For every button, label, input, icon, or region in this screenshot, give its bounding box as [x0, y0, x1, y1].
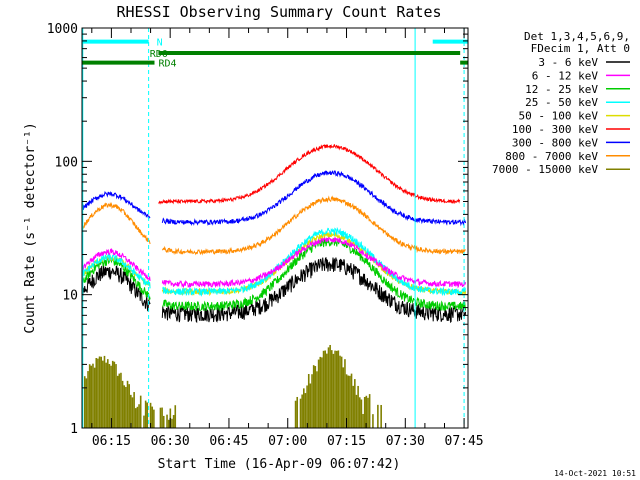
- x-axis-label: Start Time (16-Apr-09 06:07:42): [158, 457, 401, 472]
- legend-entry-label: 3 - 6 keV: [538, 56, 598, 69]
- series-line: [81, 252, 151, 289]
- legend-entry-label: 50 - 100 keV: [519, 110, 599, 123]
- flag-label: RD4: [158, 59, 176, 70]
- legend-entry-label: 25 - 50 keV: [525, 96, 598, 109]
- x-tick-label: 07:45: [445, 434, 484, 449]
- y-tick-label: 10: [62, 289, 78, 304]
- x-tick-label: 07:30: [386, 434, 425, 449]
- y-tick-label: 100: [55, 155, 78, 170]
- legend-header-detectors: Det 1,3,4,5,6,9,: [524, 30, 630, 43]
- x-tick-label: 06:45: [209, 434, 248, 449]
- flag-label: RD0: [150, 49, 168, 60]
- series-line: [82, 190, 151, 220]
- x-tick-label: 06:30: [151, 434, 190, 449]
- axes-frame: [81, 27, 469, 429]
- legend-entry-label: 12 - 25 keV: [525, 83, 598, 96]
- legend-entry-label: 800 - 7000 keV: [505, 150, 598, 163]
- legend-header-decimation: FDecim 1, Att 0: [531, 42, 630, 55]
- chart-title: RHESSI Observing Summary Count Rates: [116, 3, 441, 21]
- legend-entry-label: 7000 - 15000 keV: [492, 163, 598, 176]
- y-axis-label: Count Rate (s⁻¹ detector⁻¹): [23, 122, 38, 333]
- y-tick-label: 1: [70, 422, 78, 437]
- flag-label: N: [157, 38, 163, 49]
- legend-entry-label: 100 - 300 keV: [512, 123, 598, 136]
- series-line: [161, 236, 467, 289]
- y-tick-label: 1000: [47, 22, 78, 37]
- legend-entry-label: 6 - 12 keV: [532, 69, 599, 82]
- series-line: [81, 248, 151, 281]
- series-line: [81, 256, 151, 301]
- x-tick-label: 06:15: [92, 434, 131, 449]
- x-tick-label: 07:00: [268, 434, 307, 449]
- generated-timestamp: 14-Oct-2021 10:51: [554, 469, 636, 478]
- series-line: [158, 143, 461, 205]
- series-line: [82, 201, 151, 245]
- axes: 1 10 100 1000 06:15 06:30 06:45 07:00 07:15 07:30…: [47, 22, 484, 449]
- x-tick-label: 07:15: [327, 434, 366, 449]
- legend-entry-label: 300 - 800 keV: [512, 136, 598, 149]
